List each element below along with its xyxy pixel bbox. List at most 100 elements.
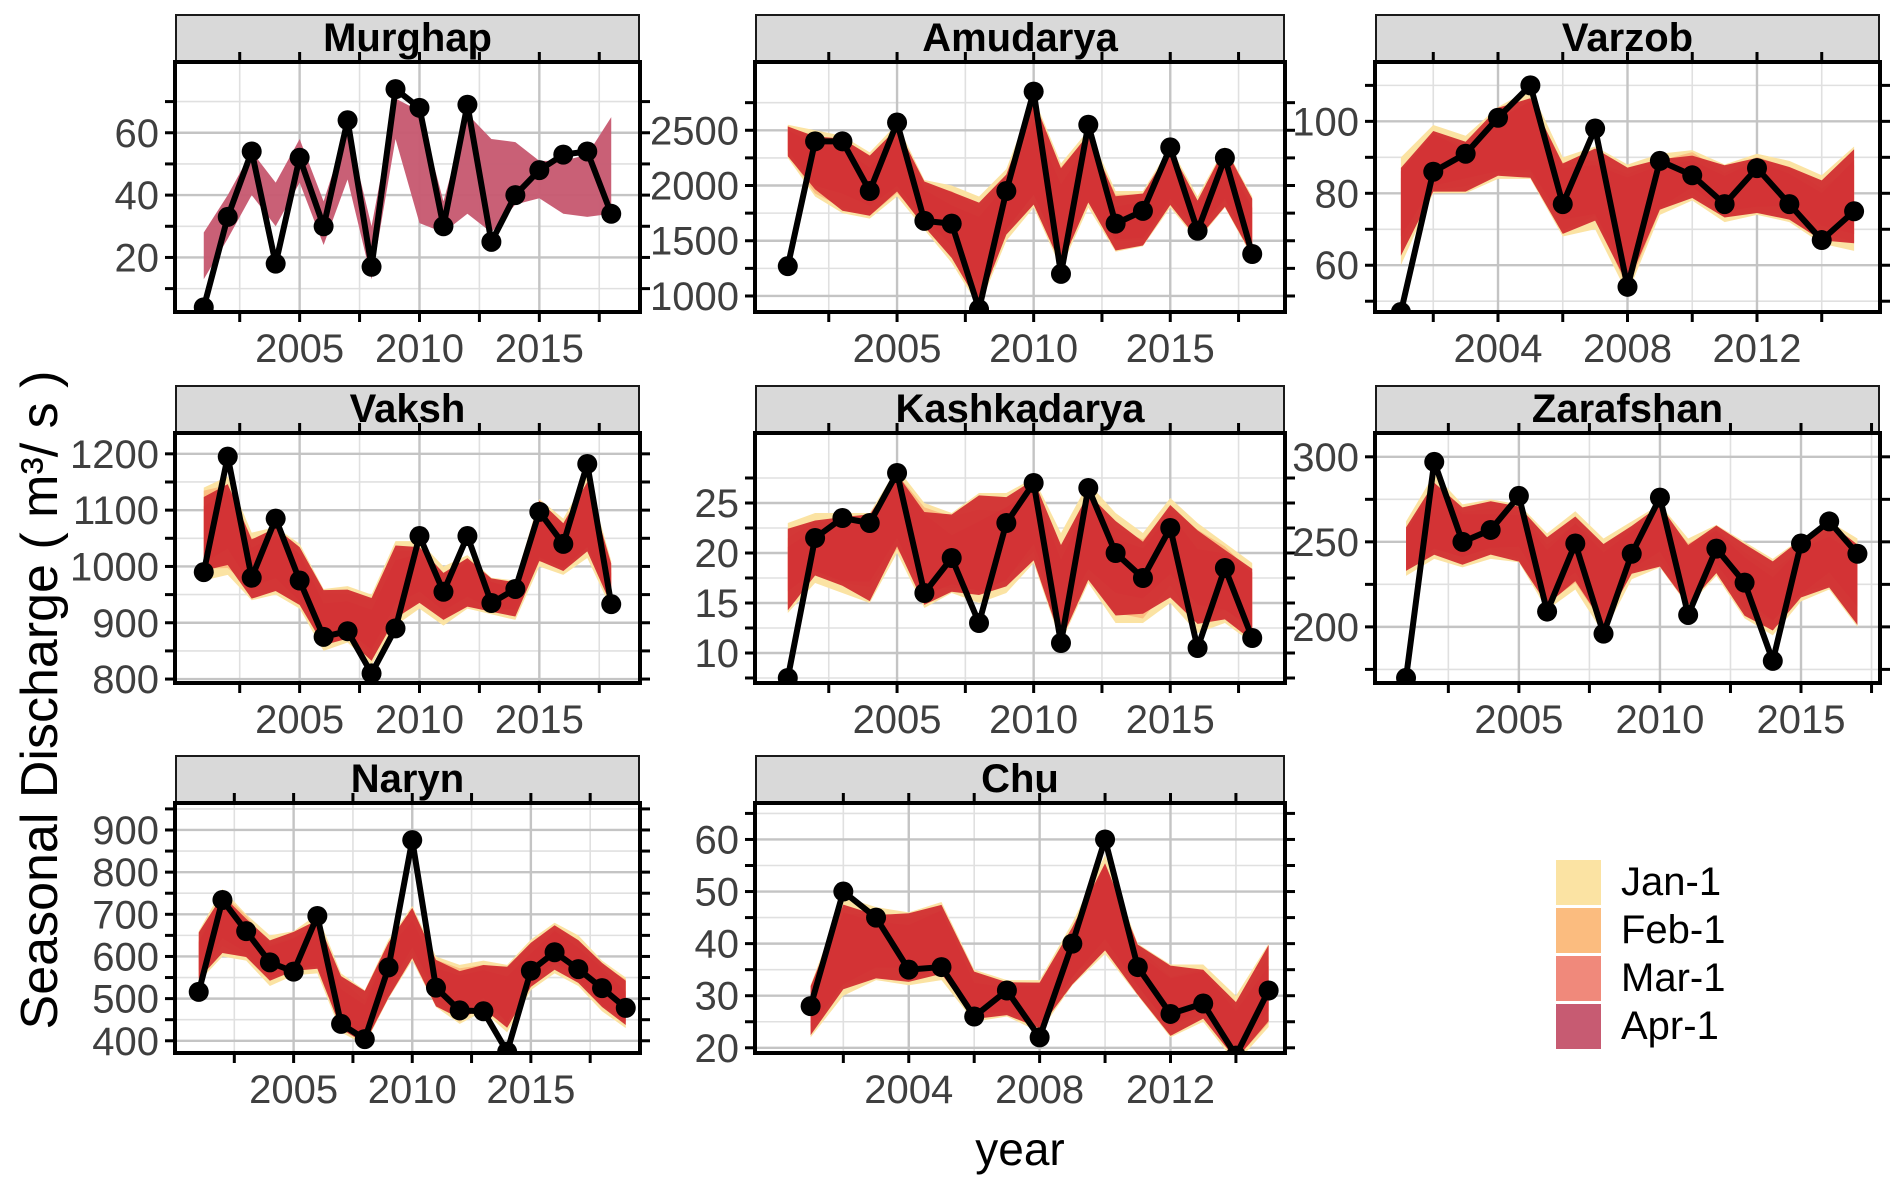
facet-strip: Vaksh [175, 385, 640, 433]
legend-label-apr1: Apr-1 [1621, 1003, 1719, 1048]
facet-strip: Amudarya [755, 14, 1285, 62]
plot-area-vaksh: 2005 2010 2015 800 900 1000 1100 1200 [70, 423, 650, 742]
svg-text:1500: 1500 [650, 220, 739, 264]
svg-text:2005: 2005 [255, 327, 344, 371]
facet-title: Chu [981, 757, 1059, 801]
legend-swatch-feb1 [1556, 907, 1601, 953]
legend-swatch-mar1 [1556, 955, 1601, 1001]
svg-text:20: 20 [115, 236, 160, 280]
svg-text:1000: 1000 [70, 545, 159, 589]
panel-vaksh: Vaksh 2005 2010 2015 800 900 1000 1100 1200 [70, 385, 650, 742]
svg-text:2005: 2005 [255, 698, 344, 742]
legend-item-mar1: Mar-1 [1556, 954, 1726, 1002]
svg-text:2005: 2005 [1474, 698, 1563, 742]
svg-text:2015: 2015 [495, 698, 584, 742]
plot-area-zarafshan: 2005 2010 2015 200 250 300 [1292, 423, 1890, 742]
svg-text:2010: 2010 [375, 698, 464, 742]
svg-text:2015: 2015 [495, 327, 584, 371]
svg-text:20: 20 [695, 532, 740, 576]
svg-text:100: 100 [1292, 100, 1359, 144]
svg-text:1000: 1000 [650, 275, 739, 319]
svg-text:1200: 1200 [70, 433, 159, 477]
legend: Jan-1 Feb-1 Mar-1 Apr-1 [1556, 858, 1726, 1050]
svg-text:25: 25 [695, 482, 740, 526]
panel-naryn: Naryn 2005 2010 2015 400 500 600 700 800 900 [92, 755, 650, 1112]
svg-text:20: 20 [695, 1027, 740, 1071]
svg-text:30: 30 [695, 975, 740, 1019]
svg-text:2015: 2015 [1126, 327, 1215, 371]
svg-text:10: 10 [695, 632, 740, 676]
legend-label-feb1: Feb-1 [1621, 907, 1726, 952]
svg-text:900: 900 [92, 602, 159, 646]
svg-text:2015: 2015 [486, 1068, 575, 1112]
panel-varzob: Varzob 2004 2008 2012 60 80 100 [1292, 14, 1890, 371]
svg-text:250: 250 [1292, 521, 1359, 565]
svg-text:50: 50 [695, 871, 740, 915]
plot-area-amudarya: 2005 2010 2015 1000 1500 2000 2500 [650, 52, 1295, 371]
svg-text:2005: 2005 [853, 327, 942, 371]
svg-text:800: 800 [92, 851, 159, 895]
svg-text:15: 15 [695, 582, 740, 626]
svg-text:2005: 2005 [249, 1068, 338, 1112]
legend-label-mar1: Mar-1 [1621, 955, 1726, 1000]
svg-text:60: 60 [695, 818, 740, 862]
svg-text:900: 900 [92, 809, 159, 853]
svg-text:2015: 2015 [1126, 698, 1215, 742]
svg-text:2008: 2008 [1583, 327, 1672, 371]
facet-strip: Chu [755, 755, 1285, 803]
svg-text:2015: 2015 [1757, 698, 1846, 742]
panel-kashkadarya: Kashkadarya 2005 2010 2015 10 15 20 25 [695, 385, 1295, 742]
facet-strip: Murghap [175, 14, 640, 62]
facet-title: Amudarya [922, 16, 1118, 60]
y-axis-title: Seasonal Discharge ( m³/ s ) [11, 370, 69, 1030]
svg-text:2012: 2012 [1712, 327, 1801, 371]
svg-text:800: 800 [92, 658, 159, 702]
panel-murghap: Murghap 2005 2010 2015 20 40 60 [115, 14, 650, 371]
legend-label-jan1: Jan-1 [1621, 859, 1722, 904]
panel-zarafshan: Zarafshan 2005 2010 2015 200 250 300 [1292, 385, 1890, 742]
legend-item-feb1: Feb-1 [1556, 906, 1726, 954]
plot-area-kashkadarya: 2005 2010 2015 10 15 20 25 [695, 423, 1295, 742]
legend-item-jan1: Jan-1 [1556, 858, 1726, 906]
facet-strip: Zarafshan [1375, 385, 1880, 433]
svg-text:40: 40 [695, 923, 740, 967]
svg-text:2008: 2008 [995, 1068, 1084, 1112]
svg-text:2005: 2005 [853, 698, 942, 742]
svg-text:60: 60 [115, 112, 160, 156]
svg-text:200: 200 [1292, 606, 1359, 650]
svg-text:600: 600 [92, 935, 159, 979]
svg-text:2000: 2000 [650, 165, 739, 209]
svg-text:2004: 2004 [1454, 327, 1543, 371]
facet-strip: Naryn [175, 755, 640, 803]
svg-text:2004: 2004 [864, 1068, 953, 1112]
facet-title: Kashkadarya [895, 387, 1145, 431]
legend-swatch-apr1 [1556, 1003, 1601, 1049]
facet-title: Zarafshan [1531, 387, 1724, 431]
svg-text:500: 500 [92, 978, 159, 1022]
svg-text:2010: 2010 [368, 1068, 457, 1112]
svg-text:60: 60 [1315, 244, 1360, 288]
svg-text:2010: 2010 [1615, 698, 1704, 742]
svg-text:2010: 2010 [989, 327, 1078, 371]
plot-area-varzob: 2004 2008 2012 60 80 100 [1292, 52, 1890, 371]
x-axis-title: year [975, 1123, 1065, 1175]
svg-text:700: 700 [92, 893, 159, 937]
plot-area-chu: 2004 2008 2012 20 30 40 50 60 [695, 793, 1295, 1112]
svg-text:1100: 1100 [73, 489, 159, 533]
facet-strip: Kashkadarya [755, 385, 1285, 433]
svg-text:300: 300 [1292, 436, 1359, 480]
legend-swatch-jan1 [1556, 859, 1601, 905]
svg-text:400: 400 [92, 1020, 159, 1064]
svg-text:2010: 2010 [989, 698, 1078, 742]
legend-item-apr1: Apr-1 [1556, 1002, 1726, 1050]
facet-title: Naryn [350, 757, 465, 801]
panel-amudarya: Amudarya 2005 2010 2015 1000 1500 2000 2500 [650, 14, 1295, 371]
facet-title: Vaksh [349, 387, 466, 431]
svg-text:2010: 2010 [375, 327, 464, 371]
facet-title: Murghap [323, 16, 492, 60]
svg-text:80: 80 [1315, 172, 1360, 216]
panel-chu: Chu 2004 2008 2012 20 30 40 50 60 [695, 755, 1295, 1112]
svg-text:40: 40 [115, 174, 160, 218]
plot-area-murghap: 2005 2010 2015 20 40 60 [115, 52, 650, 371]
